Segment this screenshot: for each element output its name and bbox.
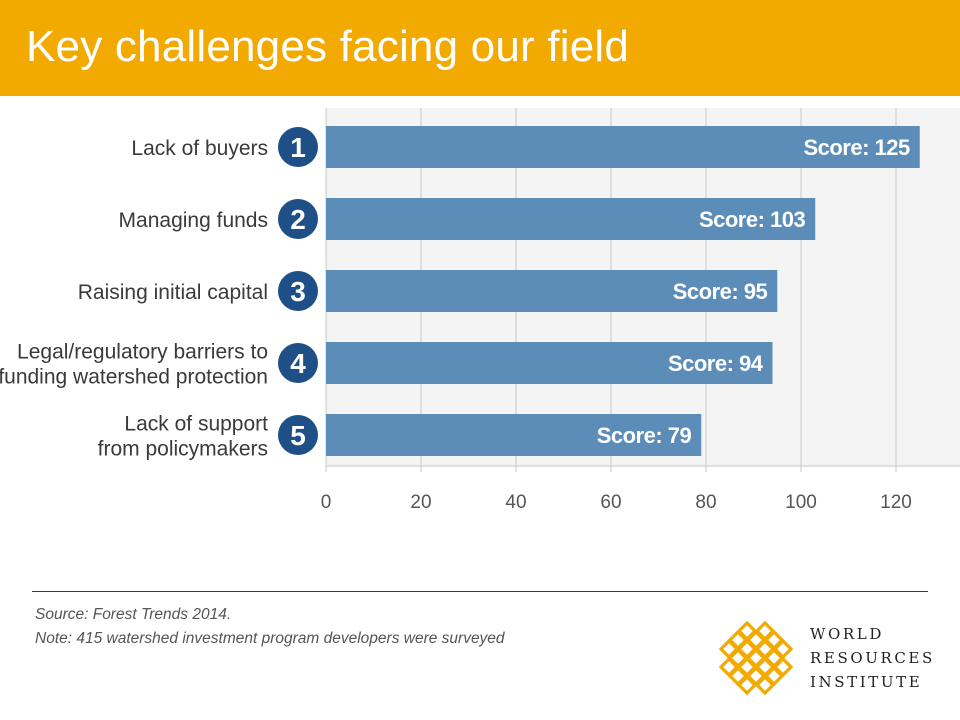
category-label: Raising initial capital bbox=[78, 281, 268, 304]
rank-number: 5 bbox=[290, 420, 306, 451]
rank-badge bbox=[278, 343, 318, 383]
page-title: Key challenges facing our field bbox=[26, 22, 630, 71]
bar bbox=[326, 342, 773, 384]
bar bbox=[326, 414, 702, 456]
bar-data-label: Score: 79 bbox=[597, 423, 692, 448]
rank-badge bbox=[278, 271, 318, 311]
bar-chart: 0 20 40 60 80 100 120 Score: 125 1 Lack of buyer… bbox=[0, 108, 960, 513]
x-tick-label: 120 bbox=[880, 492, 912, 513]
x-tick-label: 100 bbox=[785, 492, 817, 513]
survey-note: Note: 415 watershed investment program d… bbox=[35, 630, 505, 647]
bar-data-label: Score: 103 bbox=[699, 207, 806, 232]
category-label: Lack of buyers bbox=[131, 137, 268, 160]
bar bbox=[326, 126, 920, 168]
wri-logo-icon bbox=[718, 620, 794, 696]
bar-data-label: Score: 125 bbox=[803, 135, 910, 160]
logo-text-line-2: RESOURCES bbox=[810, 649, 935, 667]
rank-badge bbox=[278, 415, 318, 455]
bar-data-label: Score: 95 bbox=[673, 279, 768, 304]
logo-text-line-1: WORLD bbox=[810, 625, 884, 643]
logo-diamond bbox=[754, 674, 776, 696]
source-note: Source: Forest Trends 2014. bbox=[35, 606, 232, 623]
category-label: Legal/regulatory barriers to bbox=[17, 341, 268, 364]
footer-divider bbox=[32, 591, 928, 592]
rank-number: 1 bbox=[290, 132, 306, 163]
category-label: funding watershed protection bbox=[0, 366, 268, 389]
rank-badge bbox=[278, 199, 318, 239]
rank-number: 4 bbox=[290, 348, 306, 379]
rank-number: 2 bbox=[290, 204, 306, 235]
category-label: Lack of support bbox=[124, 413, 268, 436]
bar-data-label: Score: 94 bbox=[668, 351, 764, 376]
x-tick-label: 0 bbox=[321, 492, 332, 513]
bar bbox=[326, 270, 778, 312]
title-banner: Key challenges facing our field bbox=[0, 0, 960, 96]
x-tick-label: 60 bbox=[600, 492, 621, 513]
rank-number: 3 bbox=[290, 276, 306, 307]
bar bbox=[326, 198, 816, 240]
category-label: Managing funds bbox=[119, 209, 268, 232]
rank-badge bbox=[278, 127, 318, 167]
x-axis: 0 20 40 60 80 100 120 bbox=[321, 465, 960, 513]
x-tick-label: 40 bbox=[505, 492, 526, 513]
x-tick-label: 80 bbox=[695, 492, 716, 513]
logo-text-line-3: INSTITUTE bbox=[810, 673, 923, 691]
category-label: from policymakers bbox=[98, 438, 268, 461]
bars: Score: 125 1 Lack of buyers Score: 103 2 Mana… bbox=[0, 126, 920, 461]
logo-diamond bbox=[736, 674, 758, 696]
x-tick-label: 20 bbox=[410, 492, 431, 513]
